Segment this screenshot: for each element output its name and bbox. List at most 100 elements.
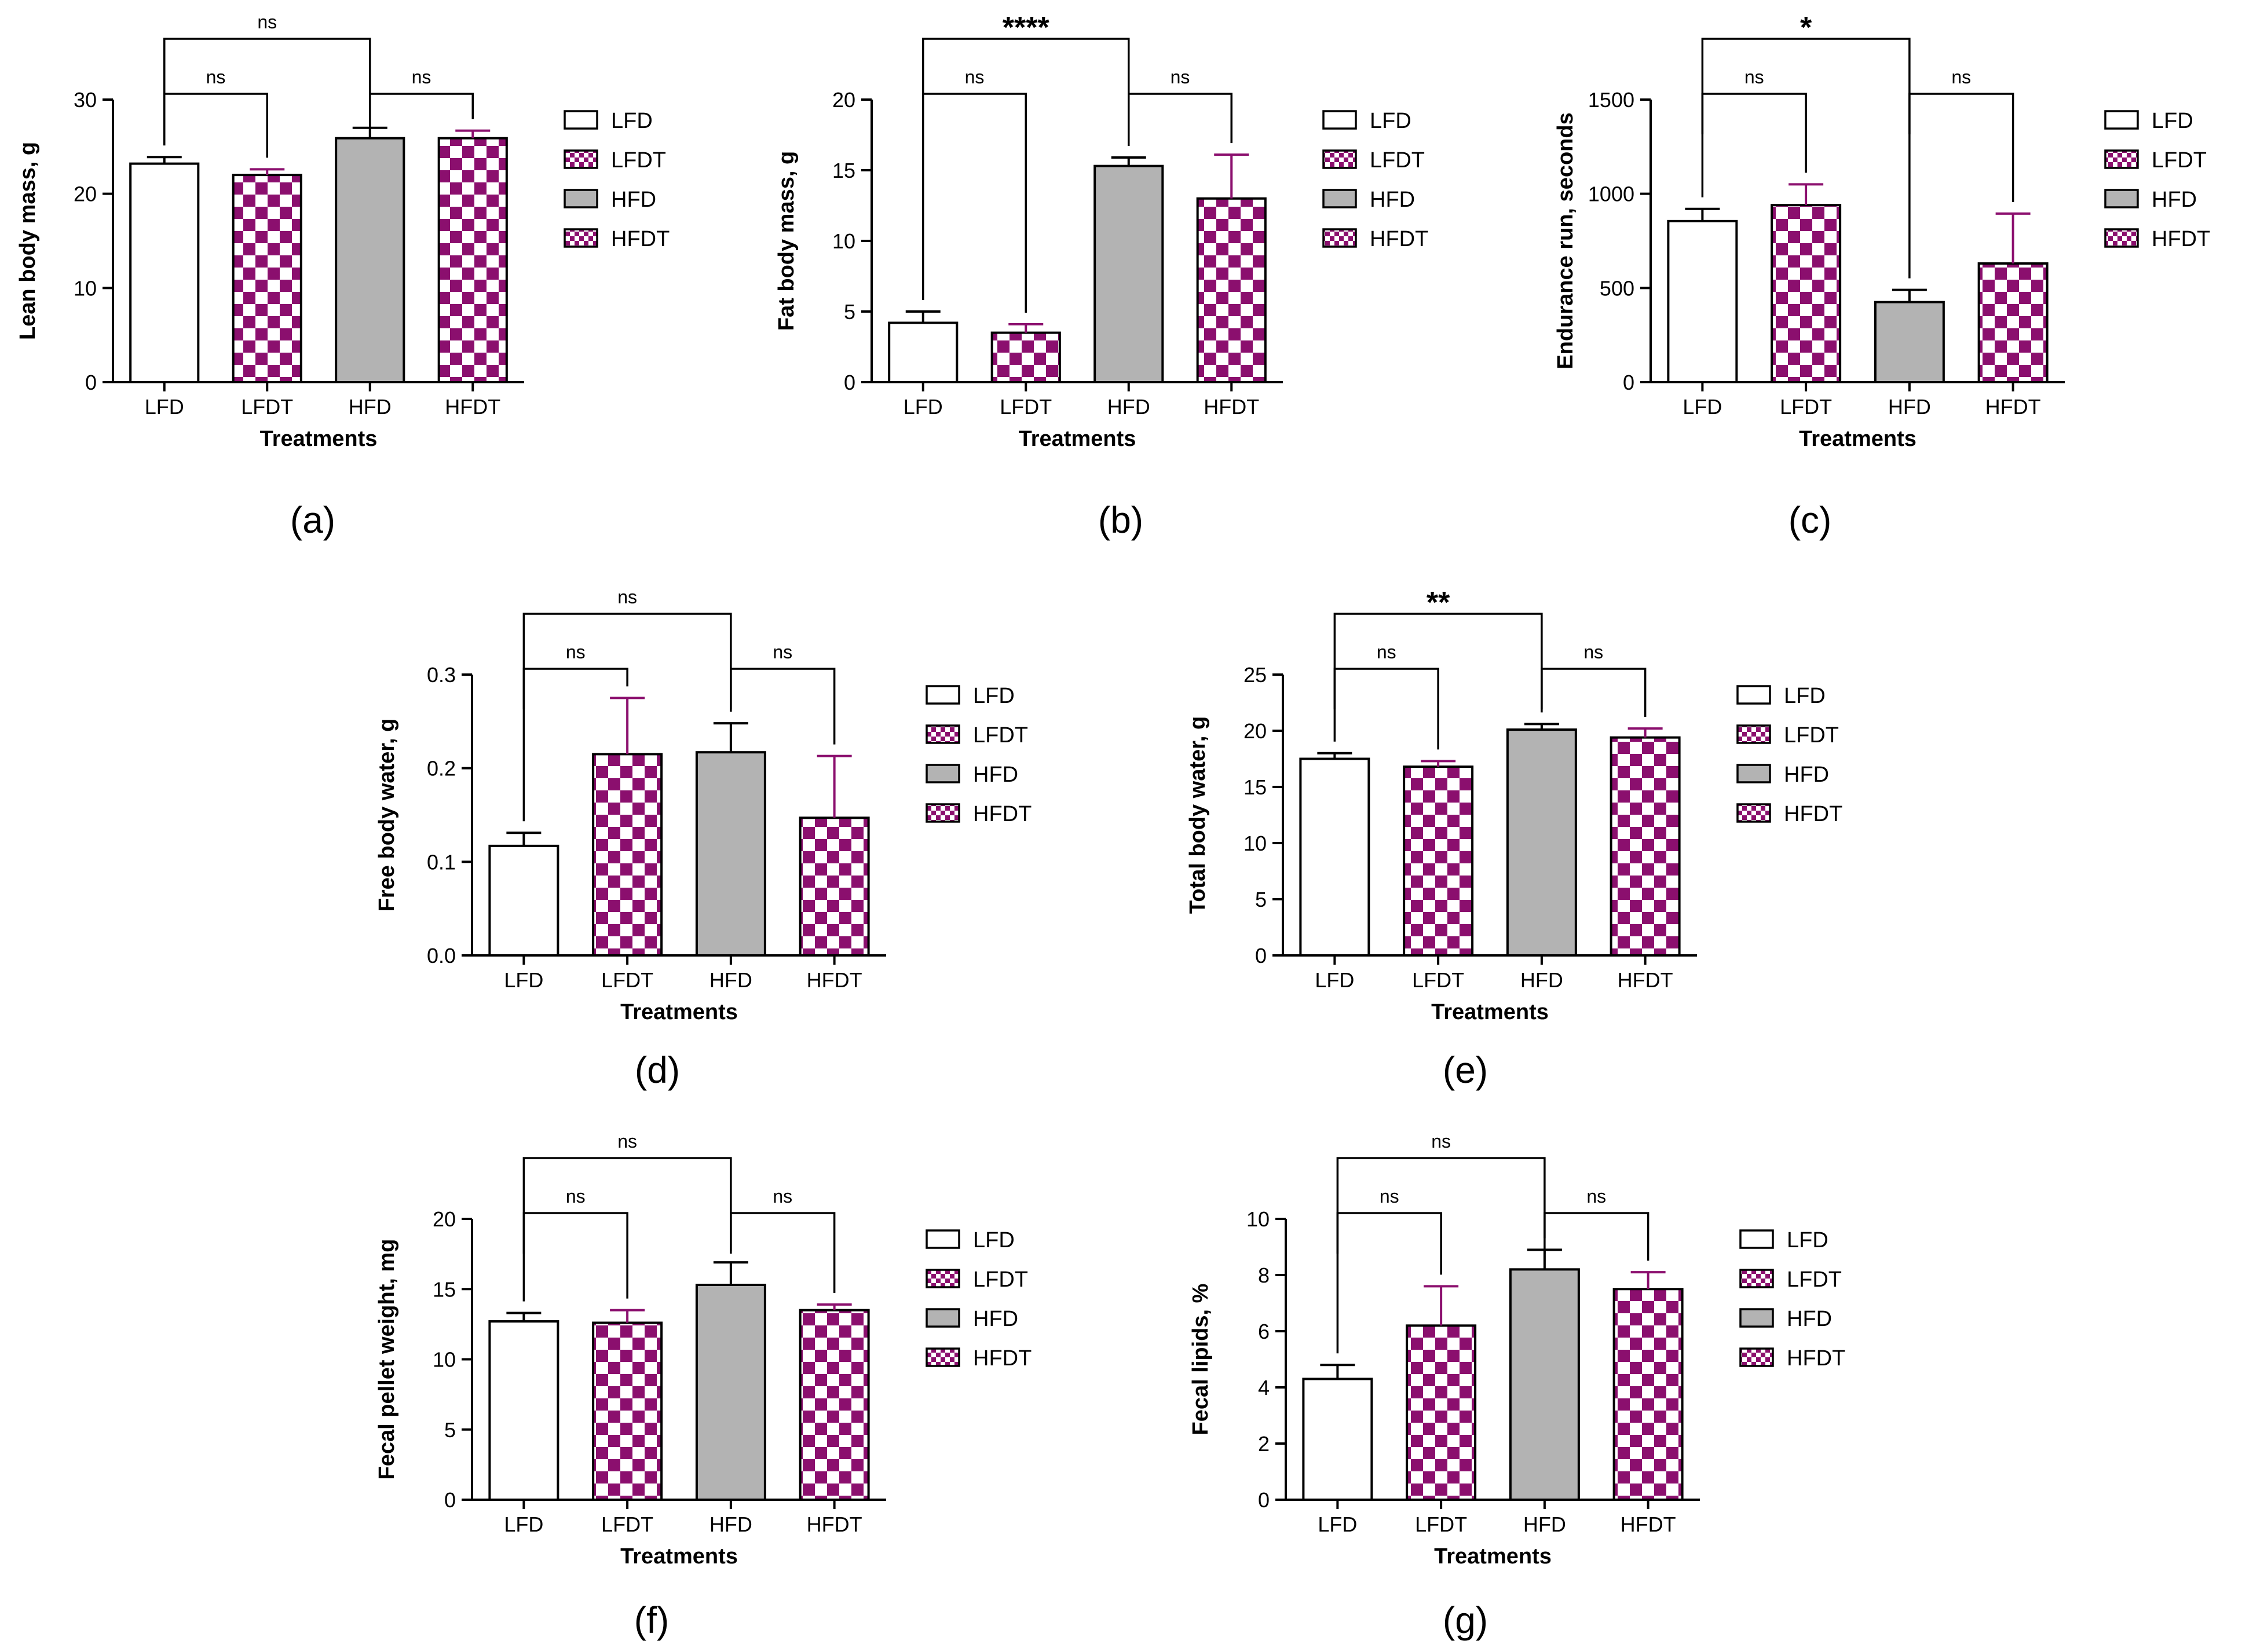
legend-swatch-hfdt bbox=[564, 228, 598, 248]
legend-label: LFD bbox=[1784, 684, 1826, 708]
legend-swatch-lfdt bbox=[926, 724, 960, 744]
y-tick-label: 15 bbox=[433, 1277, 456, 1301]
x-tick-label: LFD bbox=[904, 395, 943, 419]
significance-label: ns bbox=[566, 642, 586, 662]
legend-label: HFDT bbox=[2152, 227, 2210, 251]
bar-hfdt bbox=[1612, 1288, 1684, 1501]
significance-label: ns bbox=[965, 67, 985, 87]
significance-label: **** bbox=[1003, 11, 1050, 45]
y-tick-label: 10 bbox=[1246, 1207, 1270, 1231]
legend-label: LFDT bbox=[1784, 723, 1839, 748]
significance-bracket bbox=[1336, 1212, 1442, 1354]
legend-swatch-hfd bbox=[564, 189, 598, 208]
x-tick-label: LFD bbox=[1315, 968, 1354, 992]
significance-bracket bbox=[163, 38, 371, 134]
x-tick-label: HFD bbox=[1888, 395, 1931, 419]
y-tick-label: 6 bbox=[1258, 1320, 1270, 1343]
significance-bracket bbox=[1128, 93, 1232, 146]
x-axis-label: Treatments bbox=[620, 1544, 738, 1569]
legend-swatch-lfd bbox=[1736, 685, 1771, 705]
legend-swatch-hfdt bbox=[2104, 228, 2139, 248]
y-tick-label: 25 bbox=[1243, 663, 1267, 687]
significance-label: ns bbox=[1377, 642, 1396, 662]
bar-hfd bbox=[1506, 728, 1577, 957]
x-tick-label: HFDT bbox=[807, 968, 862, 992]
legend-swatch-hfdt bbox=[926, 803, 960, 823]
chart-panel-7: 0 2 4 6 8 10 Fecal lipids, % LFD LFDT HFD HFDT Trea… bbox=[1188, 1131, 1845, 1641]
y-tick-label: 20 bbox=[433, 1207, 456, 1231]
legend-label: LFDT bbox=[1370, 148, 1425, 173]
legend-swatch-lfdt bbox=[1322, 149, 1357, 169]
bar-hfd bbox=[695, 1283, 766, 1501]
panel-label: (e) bbox=[1443, 1049, 1488, 1091]
legend-swatch-lfdt bbox=[926, 1269, 960, 1288]
legend-swatch-lfd bbox=[2104, 110, 2139, 130]
significance-bracket bbox=[1336, 1157, 1546, 1254]
legend-label: HFDT bbox=[611, 227, 670, 251]
significance-bracket bbox=[1701, 38, 1911, 134]
legend-label: HFDT bbox=[1784, 802, 1842, 826]
x-axis-label: Treatments bbox=[1431, 1000, 1549, 1024]
legend-label: HFDT bbox=[1370, 227, 1428, 251]
legend-label: LFDT bbox=[973, 1268, 1028, 1292]
significance-bracket bbox=[369, 93, 474, 119]
panel-label: (b) bbox=[1098, 499, 1143, 541]
significance-bracket bbox=[1333, 668, 1439, 750]
x-tick-label: HFD bbox=[709, 1512, 752, 1536]
legend-swatch-hfdt bbox=[1736, 803, 1771, 823]
y-tick-label: 15 bbox=[832, 159, 855, 182]
x-tick-label: LFDT bbox=[1415, 1512, 1467, 1536]
bar-lfdt bbox=[592, 1321, 663, 1501]
bar-lfd bbox=[488, 844, 559, 957]
significance-label: * bbox=[1800, 11, 1812, 45]
legend-label: LFDT bbox=[611, 148, 666, 173]
y-tick-label: 30 bbox=[74, 88, 97, 112]
y-tick-label: 8 bbox=[1258, 1263, 1270, 1287]
legend-label: HFD bbox=[973, 763, 1018, 787]
bar-hfdt bbox=[437, 137, 508, 383]
bar-hfd bbox=[1874, 301, 1945, 383]
significance-label: ns bbox=[206, 67, 226, 87]
x-tick-label: LFDT bbox=[601, 968, 653, 992]
legend-swatch-hfd bbox=[926, 764, 960, 783]
x-tick-label: HFDT bbox=[445, 395, 500, 419]
y-tick-label: 0 bbox=[444, 1488, 456, 1512]
y-tick-label: 15 bbox=[1243, 775, 1267, 799]
legend-label: LFD bbox=[1370, 109, 1411, 133]
x-tick-label: LFDT bbox=[601, 1512, 653, 1536]
legend-swatch-lfdt bbox=[2104, 149, 2139, 169]
y-tick-label: 5 bbox=[1255, 888, 1267, 911]
bar-lfdt bbox=[1403, 765, 1474, 957]
x-axis-label: Treatments bbox=[1019, 427, 1136, 451]
x-tick-label: LFD bbox=[504, 1512, 543, 1536]
y-axis-label: Fecal lipids, % bbox=[1188, 1284, 1213, 1435]
significance-bracket bbox=[522, 668, 628, 822]
x-tick-label: LFDT bbox=[1000, 395, 1052, 419]
y-tick-label: 0 bbox=[1255, 944, 1267, 968]
bar-lfdt bbox=[592, 753, 663, 957]
x-tick-label: HFD bbox=[709, 968, 752, 992]
bar-hfdt bbox=[799, 1309, 870, 1501]
y-tick-label: 0 bbox=[1623, 371, 1634, 394]
bar-lfdt bbox=[232, 174, 302, 383]
legend-label: LFD bbox=[1787, 1228, 1828, 1252]
x-tick-label: LFDT bbox=[241, 395, 293, 419]
x-tick-label: LFDT bbox=[1412, 968, 1464, 992]
significance-label: ns bbox=[1744, 67, 1764, 87]
bar-lfdt bbox=[1771, 204, 1842, 383]
significance-bracket bbox=[1908, 93, 2014, 279]
y-axis-label: Lean body mass, g bbox=[16, 142, 40, 340]
chart-panel-3: 0 500 1000 1500 Endurance run, seconds LFD LFD… bbox=[1553, 11, 2210, 541]
legend-label: HFD bbox=[1784, 763, 1829, 787]
y-tick-label: 0.2 bbox=[427, 757, 456, 781]
legend-label: HFDT bbox=[1787, 1346, 1845, 1371]
significance-bracket bbox=[163, 93, 268, 158]
significance-label: ns bbox=[1380, 1186, 1399, 1207]
bar-hfdt bbox=[1977, 262, 2049, 384]
legend-swatch-lfdt bbox=[1739, 1269, 1774, 1288]
y-tick-label: 0.3 bbox=[427, 663, 456, 687]
legend-label: LFD bbox=[973, 1228, 1015, 1252]
y-axis-label: Fecal pellet weight, mg bbox=[375, 1239, 399, 1480]
x-tick-label: HFD bbox=[1107, 395, 1150, 419]
